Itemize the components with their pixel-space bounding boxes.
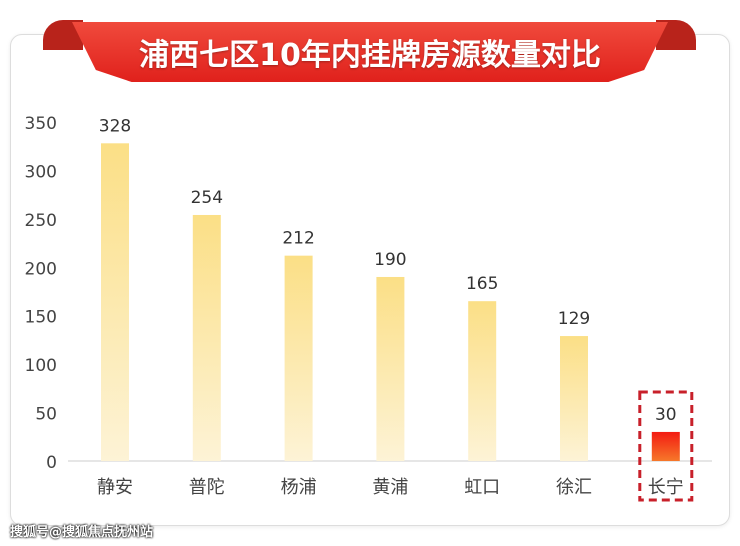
y-tick-label: 150 [25,308,57,328]
y-tick-label: 100 [25,356,57,376]
y-tick-label: 50 [35,405,57,425]
y-tick-label: 200 [25,259,57,279]
y-tick-label: 300 [25,162,57,182]
chart-title: 浦西七区10年内挂牌房源数量对比 [72,22,668,82]
bar [651,431,680,461]
x-tick-label: 黄浦 [372,477,408,498]
data-label: 129 [558,309,590,329]
data-label: 165 [466,274,498,294]
x-tick-label: 长宁 [648,477,684,498]
highlight-dashed-box [638,390,694,502]
data-label: 190 [374,250,406,270]
data-label: 212 [282,229,314,249]
y-tick-label: 350 [25,114,57,134]
bar [560,336,588,461]
bar [192,214,221,461]
x-tick-label: 杨浦 [281,477,317,498]
x-tick-label: 徐汇 [556,477,592,498]
x-tick-label: 虹口 [464,477,500,498]
data-label: 254 [191,188,223,208]
y-tick-label: 0 [46,453,57,473]
data-label: 328 [99,116,131,136]
x-tick-label: 静安 [97,477,133,498]
bar [376,276,405,461]
watermark: 搜狐号@搜狐焦点抚州站 [10,525,154,540]
data-label: 30 [655,405,677,425]
bar [468,301,497,461]
y-tick-label: 250 [25,211,57,231]
bar [284,255,313,461]
bar [101,143,129,461]
x-tick-label: 普陀 [189,477,225,498]
chart-card [10,34,730,526]
